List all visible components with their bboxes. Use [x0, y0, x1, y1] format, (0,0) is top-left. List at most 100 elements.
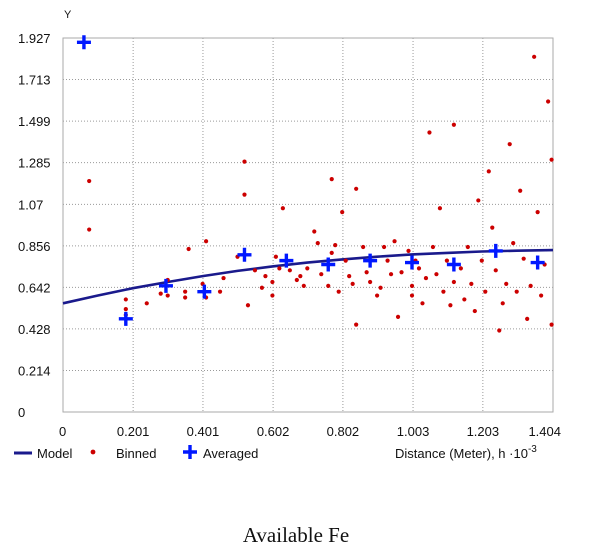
x-axis-label: Distance (Meter), h ·10-3 — [395, 444, 537, 461]
plot-frame — [62, 37, 554, 413]
binned-point — [409, 293, 415, 298]
binned-point — [399, 270, 404, 275]
binned-point — [123, 307, 128, 312]
y-tick-label: 1.07 — [18, 197, 43, 212]
binned-point — [287, 268, 292, 273]
x-tick-labels: 0 0.201 0.401 0.602 0.802 1.003 1.203 1.404 — [59, 424, 561, 439]
binned-point — [217, 289, 223, 294]
binned-point — [158, 291, 163, 296]
binned-point — [183, 295, 188, 300]
averaged-point — [158, 278, 173, 293]
y-tick-label: 0.856 — [18, 239, 51, 254]
binned-point — [504, 281, 509, 287]
binned-point — [315, 241, 320, 246]
binned-point — [427, 130, 432, 135]
binned-point — [301, 283, 306, 288]
binned-point — [507, 142, 512, 147]
y-tick-label: 0.214 — [18, 363, 51, 378]
binned-point — [521, 256, 526, 261]
binned-point — [451, 279, 456, 285]
legend-averaged-swatch — [183, 445, 197, 459]
binned-point — [434, 272, 439, 277]
binned-point — [546, 99, 551, 104]
legend: Model Binned Averaged Distance (Meter), … — [14, 444, 537, 461]
binned-point — [259, 285, 265, 290]
binned-point — [144, 301, 149, 306]
x-tick-label: 0 — [59, 424, 66, 439]
averaged-point — [321, 257, 336, 272]
series — [62, 35, 554, 333]
binned-point — [354, 186, 359, 191]
x-tick-label: 1.404 — [528, 424, 561, 439]
binned-point — [305, 266, 310, 271]
binned-point — [280, 206, 285, 211]
grid — [63, 38, 553, 412]
x-tick-label: 1.003 — [397, 424, 430, 439]
binned-point — [451, 122, 456, 127]
legend-binned-swatch — [90, 449, 96, 455]
chart: Y 0 0.214 0.428 0.642 0.856 1.07 1.285 1.499 1.7… — [14, 9, 561, 461]
binned-point — [395, 314, 401, 319]
x-axis-label-exponent: -3 — [528, 444, 537, 455]
binned-point — [549, 322, 554, 327]
y-tick-labels: 0 0.214 0.428 0.642 0.856 1.07 1.285 1.499 1.713… — [18, 31, 51, 420]
binned-point — [500, 301, 505, 306]
binned-point — [539, 293, 544, 298]
binned-point — [329, 250, 334, 255]
binned-point — [273, 254, 278, 259]
binned-point — [263, 274, 268, 279]
legend-model-label: Model — [37, 446, 73, 461]
binned-point — [528, 283, 533, 288]
x-tick-label: 0.201 — [117, 424, 150, 439]
y-tick-label: 1.927 — [18, 31, 51, 46]
binned-point — [277, 266, 282, 271]
binned-point — [532, 54, 537, 59]
binned-point — [549, 157, 554, 162]
binned-point — [87, 178, 92, 184]
averaged-point — [279, 253, 294, 268]
binned-point — [423, 275, 429, 281]
binned-point — [458, 266, 463, 271]
averaged-point — [405, 255, 420, 270]
averaged-point — [488, 243, 503, 258]
binned-point — [245, 303, 251, 308]
binned-point — [270, 293, 275, 298]
binned-point — [123, 297, 128, 302]
binned-point — [364, 270, 369, 275]
averaged-point — [363, 253, 378, 268]
model-line — [62, 248, 554, 305]
binned-point — [203, 239, 209, 244]
x-tick-label: 0.401 — [187, 424, 220, 439]
binned-point — [333, 242, 338, 248]
x-tick-label: 0.602 — [257, 424, 290, 439]
averaged-point — [197, 284, 212, 299]
y-tick-label: 1.285 — [18, 156, 51, 171]
binned-point — [388, 272, 394, 277]
binned-point — [437, 206, 443, 211]
legend-binned-label: Binned — [116, 446, 156, 461]
binned-point — [441, 289, 446, 294]
y-tick-label: 1.499 — [18, 114, 51, 129]
x-tick-label: 1.203 — [467, 424, 500, 439]
y-tick-label: 0.642 — [18, 280, 51, 295]
binned-point — [183, 289, 188, 294]
binned-point — [385, 258, 390, 263]
y-tick-label: 0.428 — [18, 322, 51, 337]
binned-point — [326, 283, 331, 288]
binned-point — [343, 258, 348, 263]
binned-point — [221, 275, 226, 281]
binned-point — [469, 281, 474, 287]
binned-point — [444, 258, 450, 263]
binned-point — [186, 246, 191, 252]
binned-point — [514, 289, 519, 294]
legend-averaged-label: Averaged — [203, 446, 258, 461]
binned-point — [448, 303, 453, 308]
binned-point — [368, 279, 373, 285]
binned-point — [329, 176, 334, 182]
binned-point — [354, 322, 359, 327]
binned-point — [483, 289, 488, 294]
y-tick-label: 0 — [18, 405, 25, 420]
chart-caption: Available Fe — [242, 523, 350, 547]
averaged-point — [530, 255, 545, 270]
binned-point — [392, 239, 397, 244]
